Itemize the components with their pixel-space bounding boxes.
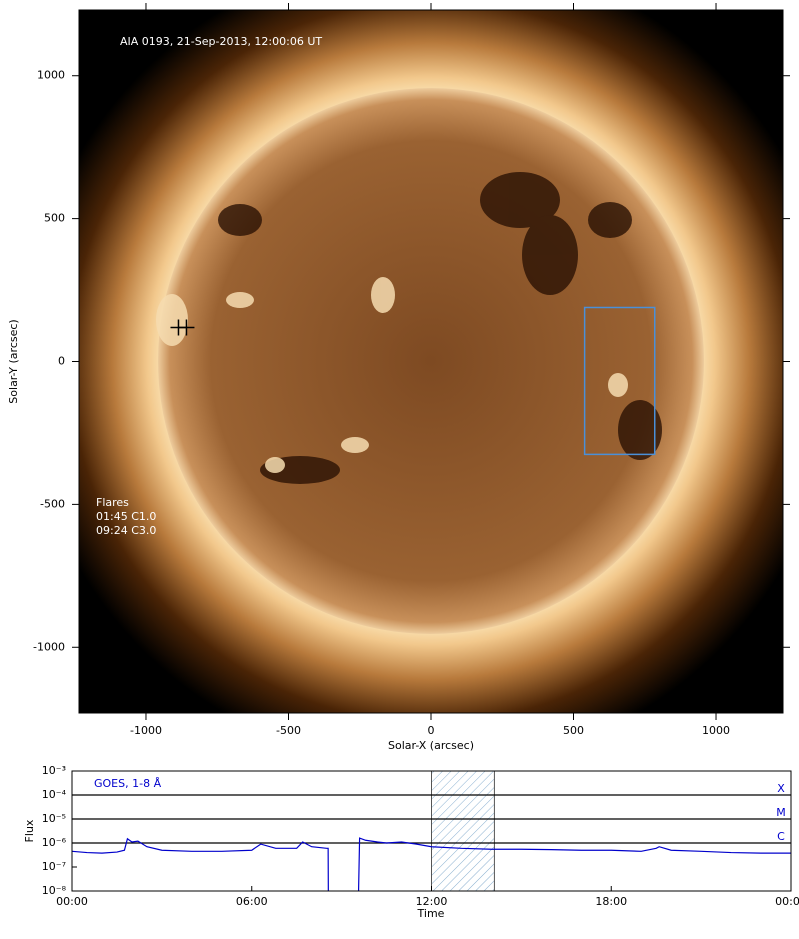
y-tick-label: 10⁻⁸ [42, 884, 67, 897]
y-tick-label: 10⁻³ [42, 764, 66, 777]
x-tick-label: -500 [276, 724, 301, 737]
y-tick-label: 500 [44, 212, 65, 225]
x-tick-label: -1000 [130, 724, 162, 737]
y-axis-label: Solar-Y (arcsec) [7, 319, 20, 403]
flare-level-label: C [777, 830, 785, 843]
goes-title: GOES, 1-8 Å [94, 777, 162, 790]
active-regions [156, 277, 628, 473]
y-axis-label: Flux [23, 819, 36, 842]
x-axis-label: Time [417, 907, 445, 920]
plot-clip [72, 837, 791, 891]
y-tick-label: 10⁻⁵ [42, 812, 66, 825]
y-tick-label: 10⁻⁶ [42, 836, 67, 849]
highlight-span [431, 770, 495, 892]
flare-annotation: Flares [96, 496, 129, 509]
coronal-holes [218, 172, 662, 484]
x-tick-label: 500 [563, 724, 584, 737]
x-tick-label: 18:00 [595, 895, 627, 908]
x-tick-label: 00:00 [56, 895, 88, 908]
goes-flux-line [72, 837, 791, 891]
flare-level-label: X [777, 782, 785, 795]
y-tick-label: 10⁻⁷ [42, 860, 66, 873]
flare-annotation: 01:45 C1.0 [96, 510, 156, 523]
y-tick-label: -500 [40, 497, 65, 510]
y-tick-label: -1000 [33, 640, 65, 653]
x-axis-label: Solar-X (arcsec) [388, 739, 474, 752]
x-tick-label: 0 [428, 724, 435, 737]
y-tick-label: 10⁻⁴ [42, 788, 67, 801]
y-tick-label: 0 [58, 355, 65, 368]
flare-marker [178, 319, 195, 336]
x-tick-label: 06:00 [236, 895, 268, 908]
region-box [583, 306, 656, 456]
x-tick-label: 00:00 [775, 895, 799, 908]
image-title: AIA 0193, 21-Sep-2013, 12:00:06 UT [120, 35, 322, 48]
x-tick-label: 1000 [702, 724, 730, 737]
flare-level-label: M [776, 806, 786, 819]
flare-annotation: 09:24 C3.0 [96, 524, 156, 537]
x-tick-label: 12:00 [416, 895, 448, 908]
sun-image [79, 10, 783, 713]
solar-disk [158, 88, 704, 634]
y-tick-label: 1000 [37, 69, 65, 82]
